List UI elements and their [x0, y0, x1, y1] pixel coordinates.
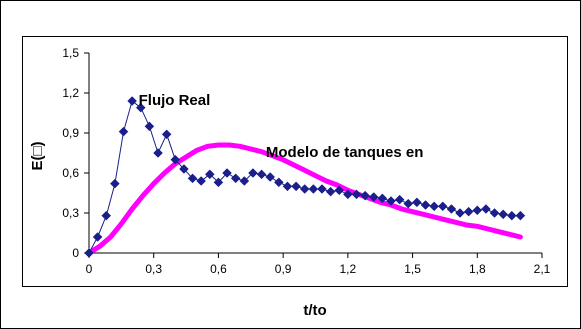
data-point	[135, 102, 146, 113]
data-point	[377, 193, 388, 204]
data-point	[101, 210, 112, 221]
series-layer	[84, 96, 526, 258]
data-point	[463, 206, 474, 217]
data-point	[92, 232, 103, 242]
data-point	[489, 208, 500, 218]
data-point	[360, 190, 370, 201]
series-flujo-real	[84, 96, 526, 258]
axes-layer: 0 0,3 0,6 0,9 1,2 1,5 1,8 2,1 0 0,3 0,6 0,9 1,2 1,5	[62, 46, 550, 276]
y-axis-title: E(□)	[29, 141, 46, 170]
x-tick-label: 1,5	[404, 262, 421, 276]
data-point	[343, 189, 353, 200]
x-tick-label: 0	[86, 262, 93, 276]
y-tick-label: 0,9	[62, 126, 79, 140]
data-point	[84, 248, 94, 258]
data-point	[498, 209, 509, 220]
data-point	[472, 205, 483, 216]
data-point	[179, 164, 189, 174]
data-point	[127, 96, 137, 106]
data-point	[403, 198, 414, 209]
data-point	[118, 126, 129, 137]
x-tick-label: 1,2	[340, 262, 357, 276]
data-point	[187, 173, 198, 184]
data-point	[412, 197, 422, 208]
data-point	[317, 184, 327, 194]
x-tick-label: 1,8	[469, 262, 486, 276]
data-point	[239, 176, 250, 186]
data-point	[299, 184, 310, 194]
data-point	[446, 204, 457, 214]
data-point	[325, 186, 336, 197]
y-tick-label: 1,2	[62, 86, 79, 100]
data-point	[170, 154, 181, 165]
data-point	[273, 177, 284, 188]
x-tick-label: 0,3	[145, 262, 162, 276]
series-line-modelo-de-tanques-en	[86, 142, 523, 256]
data-point	[420, 200, 431, 210]
data-point	[204, 169, 215, 180]
data-point	[230, 173, 241, 184]
y-tick-label: 0,3	[62, 206, 79, 220]
data-point	[437, 201, 448, 212]
series-modelo-de-tanques-en	[86, 142, 523, 256]
data-point	[153, 148, 163, 158]
data-point	[256, 169, 267, 180]
data-point	[144, 121, 155, 132]
data-point	[481, 204, 491, 214]
data-point	[213, 177, 224, 188]
y-tick-label: 1,5	[62, 46, 79, 60]
data-point	[161, 129, 172, 140]
data-point	[248, 168, 258, 178]
y-tick-label: 0	[72, 246, 79, 260]
data-point	[110, 178, 120, 189]
data-point	[222, 168, 232, 178]
plot-area-border	[22, 36, 568, 287]
x-tick-label: 2,1	[534, 262, 551, 276]
data-point	[351, 189, 362, 200]
x-tick-label: 0,6	[210, 262, 227, 276]
data-point	[334, 185, 345, 196]
data-point	[308, 184, 319, 194]
data-point	[515, 210, 526, 221]
data-point	[386, 196, 396, 206]
data-point	[282, 181, 293, 192]
data-point	[291, 181, 301, 192]
data-point	[196, 176, 207, 186]
data-point	[265, 172, 276, 182]
data-point	[368, 192, 379, 202]
data-point	[429, 201, 439, 212]
chart-annotation: Modelo de tanques en	[266, 144, 424, 161]
data-point	[394, 194, 405, 205]
x-axis-title: t/to	[303, 302, 326, 319]
data-point	[506, 210, 517, 221]
chart-annotation: Flujo Real	[139, 92, 211, 109]
annotation-layer: Flujo Real Modelo de tanques en	[139, 92, 424, 161]
data-point	[455, 208, 465, 218]
x-tick-label: 0,9	[275, 262, 292, 276]
y-tick-label: 0,6	[62, 166, 79, 180]
